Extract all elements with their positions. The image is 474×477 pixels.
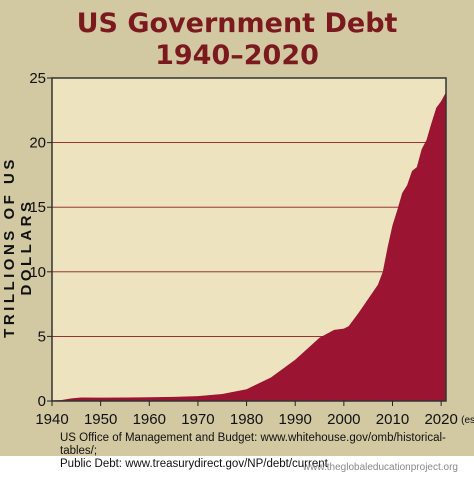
y-tick-label-20: 20 — [29, 135, 46, 152]
x-tick-label-2010: 2010 — [376, 411, 409, 428]
chart-subtitle: 1940–2020 — [155, 40, 319, 71]
y-tick-label-10: 10 — [29, 264, 46, 281]
debt-area — [52, 92, 446, 401]
footer-url: www.theglobaleducationproject.org — [302, 462, 458, 473]
x-tick-label-1990: 1990 — [279, 411, 312, 428]
x-axis: 1940 1950 1960 1970 1980 1990 2000 2010 2020 — [35, 401, 458, 428]
source-line-1: US Office of Management and Budget: www.… — [60, 432, 446, 457]
x-tick-label-1940: 1940 — [35, 411, 68, 428]
x-tick-label-1950: 1950 — [84, 411, 117, 428]
x-tick-label-2020: 2020 — [424, 411, 457, 428]
x-tick-label-1960: 1960 — [133, 411, 166, 428]
debt-chart: 0 5 10 15 20 25 1940 1950 1960 1970 1980 1990 2000 2… — [29, 70, 474, 428]
plot-border — [51, 77, 447, 402]
x-tick-label-1970: 1970 — [181, 411, 214, 428]
chart-title: US Government Debt — [76, 8, 398, 39]
y-tick-label-15: 15 — [29, 199, 46, 216]
source-line-2: Public Debt: www.treasurydirect.gov/NP/d… — [60, 458, 328, 470]
y-tick-label-5: 5 — [38, 328, 46, 345]
y-tick-label-25: 25 — [29, 70, 46, 87]
source-note: US Office of Management and Budget: www.… — [60, 432, 474, 471]
x-tick-label-1980: 1980 — [230, 411, 263, 428]
x-tick-label-2000: 2000 — [327, 411, 360, 428]
x-axis-est-annotation: (est.) — [461, 415, 474, 426]
y-tick-label-0: 0 — [38, 393, 46, 410]
y-axis: 0 5 10 15 20 25 — [29, 70, 52, 410]
